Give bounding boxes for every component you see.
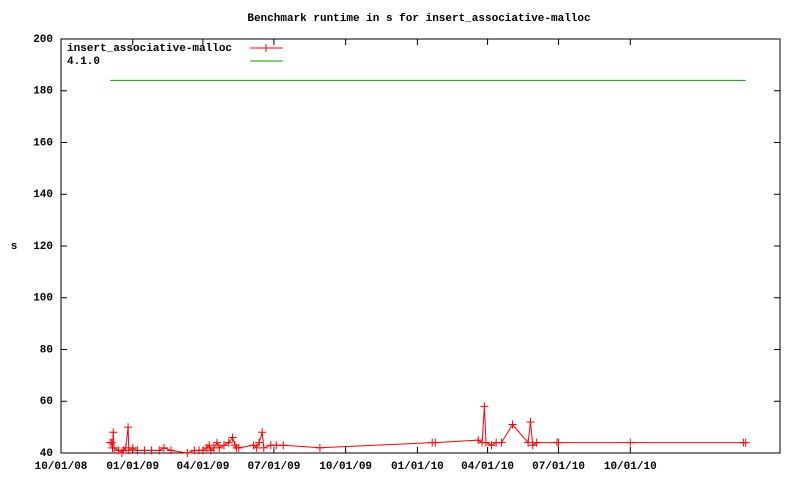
point-marker xyxy=(140,446,149,455)
legend-label: 4.1.0 xyxy=(67,56,100,68)
point-marker xyxy=(234,443,243,452)
y-tick-label: 160 xyxy=(33,137,53,149)
point-marker xyxy=(272,441,281,450)
x-tick-label: 10/01/09 xyxy=(319,461,372,473)
point-marker xyxy=(110,443,119,452)
point-marker xyxy=(159,443,168,452)
point-marker xyxy=(205,441,214,450)
plot-frame xyxy=(60,38,781,454)
point-marker xyxy=(255,438,264,447)
point-marker xyxy=(183,449,192,457)
y-tick-label: 140 xyxy=(33,189,53,201)
point-marker xyxy=(224,438,233,447)
point-marker xyxy=(147,446,156,455)
point-marker xyxy=(219,441,228,450)
legend-marker xyxy=(262,44,270,52)
point-marker xyxy=(133,446,142,455)
point-marker xyxy=(315,443,324,452)
y-tick-label: 180 xyxy=(33,86,53,98)
x-tick-label: 07/01/10 xyxy=(532,461,585,473)
point-marker xyxy=(155,446,164,455)
point-marker xyxy=(166,446,175,455)
point-marker xyxy=(524,438,533,447)
point-marker xyxy=(626,438,635,447)
point-marker xyxy=(480,402,489,411)
y-tick-label: 40 xyxy=(40,448,53,460)
x-tick-label: 04/01/09 xyxy=(177,461,230,473)
point-marker xyxy=(107,438,116,447)
point-marker xyxy=(554,438,563,447)
point-marker xyxy=(497,438,506,447)
point-marker xyxy=(258,428,267,437)
point-marker xyxy=(215,443,224,452)
point-marker xyxy=(124,423,133,432)
series-line xyxy=(110,406,746,454)
x-tick-label: 01/01/10 xyxy=(391,461,444,473)
y-axis-label: s xyxy=(11,241,18,253)
point-marker xyxy=(508,420,517,429)
y-tick-label: 200 xyxy=(33,34,53,46)
point-marker xyxy=(487,441,496,450)
legend-label: insert_associative-malloc xyxy=(67,43,232,55)
x-tick-label: 07/01/09 xyxy=(247,461,300,473)
chart-title: Benchmark runtime in s for insert_associ… xyxy=(247,13,590,25)
point-marker xyxy=(431,438,440,447)
point-marker xyxy=(259,443,268,452)
y-tick-label: 120 xyxy=(33,241,53,253)
y-tick-label: 80 xyxy=(40,344,53,356)
point-marker xyxy=(741,438,750,447)
point-marker xyxy=(532,438,541,447)
point-marker xyxy=(109,428,118,437)
x-tick-label: 04/01/10 xyxy=(461,461,514,473)
point-marker xyxy=(279,441,288,450)
y-tick-label: 60 xyxy=(40,396,53,408)
y-tick-label: 100 xyxy=(33,293,53,305)
point-marker xyxy=(252,443,261,452)
x-tick-label: 01/01/09 xyxy=(106,461,159,473)
point-marker xyxy=(526,417,535,426)
point-marker xyxy=(228,433,237,442)
point-marker xyxy=(482,438,491,447)
x-tick-label: 10/01/08 xyxy=(35,461,88,473)
point-marker xyxy=(212,438,221,447)
point-marker xyxy=(128,443,137,452)
x-tick-label: 10/01/10 xyxy=(604,461,657,473)
